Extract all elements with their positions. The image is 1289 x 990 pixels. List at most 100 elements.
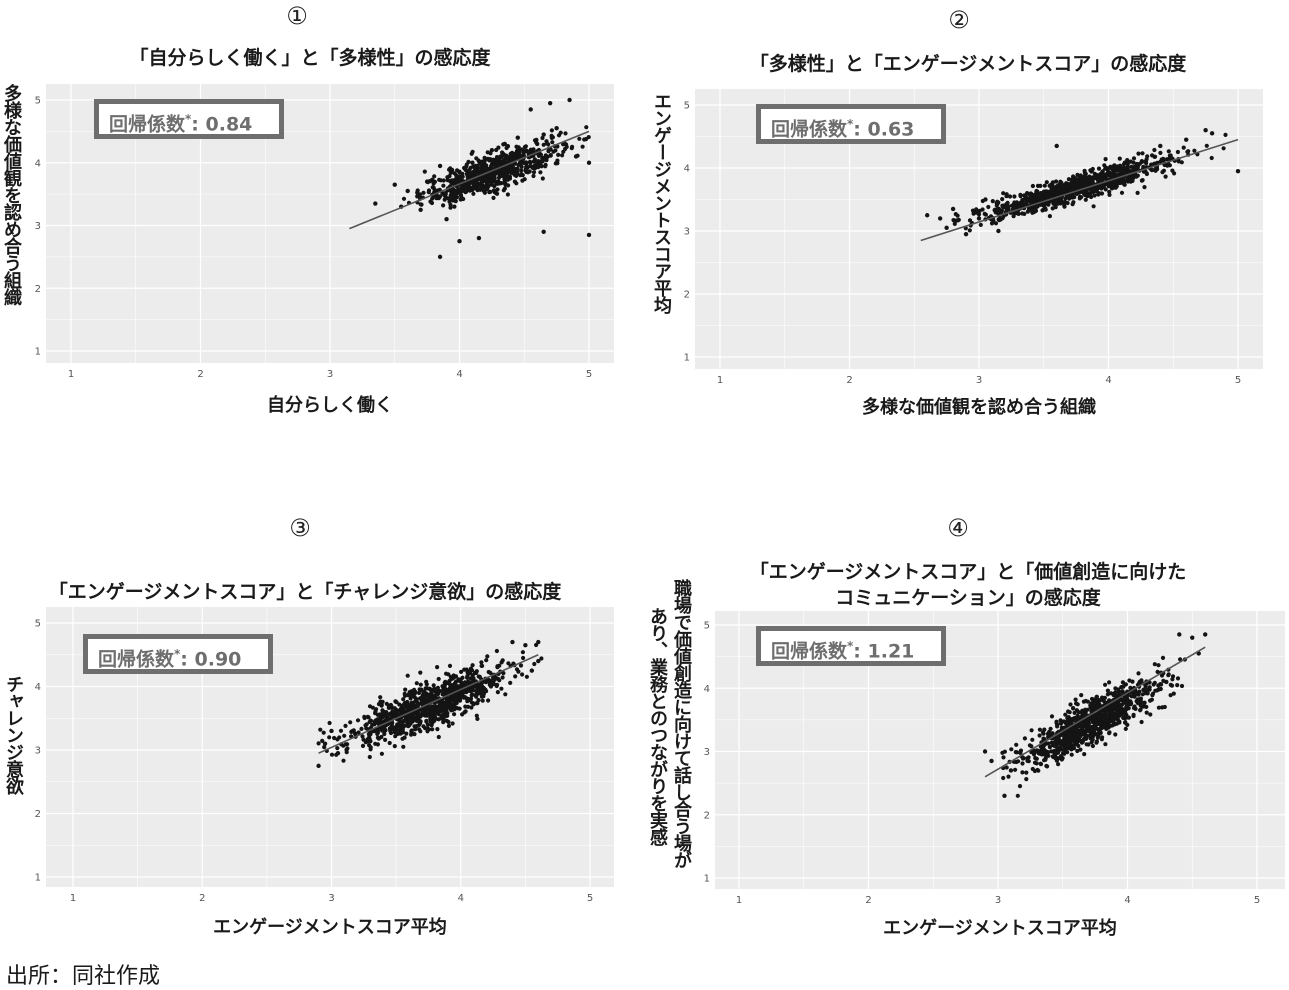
data-point bbox=[521, 160, 527, 165]
data-point bbox=[1114, 184, 1119, 189]
data-point bbox=[1101, 717, 1106, 722]
data-point bbox=[1085, 727, 1090, 733]
data-point bbox=[437, 254, 443, 260]
data-point bbox=[1151, 682, 1156, 687]
data-point bbox=[556, 152, 561, 157]
data-point bbox=[492, 158, 497, 163]
data-point bbox=[1033, 756, 1038, 761]
data-point bbox=[1104, 726, 1109, 731]
data-point bbox=[1002, 749, 1008, 754]
data-point bbox=[1038, 183, 1043, 188]
data-point bbox=[1035, 189, 1040, 194]
data-point bbox=[502, 180, 507, 185]
data-point bbox=[955, 218, 960, 223]
data-point bbox=[434, 196, 439, 201]
data-point bbox=[450, 198, 456, 203]
regression-coefficient-box: 回帰係数*: 0.84 bbox=[94, 99, 284, 139]
data-point bbox=[994, 209, 1000, 214]
data-point bbox=[1113, 704, 1118, 709]
data-point bbox=[1046, 741, 1051, 746]
data-point bbox=[1018, 192, 1023, 197]
data-point bbox=[531, 173, 536, 179]
data-point bbox=[1132, 694, 1137, 699]
data-point bbox=[556, 133, 562, 138]
data-point bbox=[1009, 747, 1014, 752]
coef-mark: * bbox=[185, 112, 192, 126]
y-tick-label: 3 bbox=[684, 227, 690, 238]
data-point bbox=[1142, 704, 1147, 709]
data-point bbox=[501, 188, 506, 193]
data-point bbox=[1006, 774, 1011, 779]
data-point bbox=[496, 145, 501, 150]
data-point bbox=[1168, 693, 1173, 698]
data-point bbox=[1192, 148, 1197, 153]
data-point bbox=[1069, 192, 1074, 198]
data-point bbox=[1085, 699, 1090, 704]
data-point bbox=[488, 173, 493, 178]
data-point bbox=[1112, 169, 1117, 174]
data-point bbox=[1091, 204, 1096, 209]
data-point bbox=[482, 155, 487, 160]
y-tick-label: 1 bbox=[684, 353, 690, 364]
data-point bbox=[464, 172, 469, 177]
data-point bbox=[1020, 770, 1025, 775]
data-point bbox=[1121, 177, 1126, 182]
data-point bbox=[469, 151, 474, 156]
x-tick-label: 4 bbox=[456, 369, 462, 380]
data-point bbox=[1112, 722, 1118, 727]
data-point bbox=[1158, 150, 1163, 155]
data-point bbox=[1053, 739, 1058, 744]
data-point bbox=[1123, 726, 1128, 732]
data-point bbox=[512, 179, 518, 184]
data-point bbox=[1221, 146, 1226, 151]
data-point bbox=[498, 172, 504, 177]
data-point bbox=[982, 749, 988, 754]
data-point bbox=[1136, 671, 1141, 676]
data-point bbox=[560, 153, 565, 158]
data-point bbox=[1078, 739, 1083, 744]
data-point bbox=[1139, 719, 1144, 725]
data-point bbox=[1082, 752, 1087, 757]
data-point bbox=[1117, 156, 1122, 161]
x-tick-label: 5 bbox=[1254, 895, 1260, 906]
data-point bbox=[541, 229, 546, 234]
data-point bbox=[448, 202, 453, 207]
data-point bbox=[1163, 174, 1168, 179]
data-point bbox=[1047, 183, 1052, 188]
data-point bbox=[531, 170, 537, 175]
data-point bbox=[1001, 203, 1007, 208]
data-point bbox=[1131, 690, 1136, 695]
data-point bbox=[1066, 177, 1071, 182]
data-point bbox=[473, 185, 478, 191]
data-point bbox=[1072, 710, 1077, 716]
data-point bbox=[1058, 718, 1063, 723]
data-point bbox=[1175, 683, 1180, 688]
x-tick-label: 3 bbox=[995, 895, 1001, 906]
data-point bbox=[577, 136, 582, 141]
data-point bbox=[1045, 764, 1050, 769]
chart-title: 「多様性」と「エンゲージメントスコア」の感応度 bbox=[749, 53, 1187, 75]
data-point bbox=[1103, 742, 1108, 747]
data-point bbox=[437, 163, 443, 169]
data-point bbox=[421, 190, 426, 195]
data-point bbox=[457, 169, 462, 175]
data-point bbox=[392, 182, 397, 187]
data-point bbox=[955, 213, 960, 218]
data-point bbox=[540, 135, 545, 141]
data-point bbox=[506, 168, 511, 173]
data-point bbox=[1161, 168, 1166, 173]
y-tick-label: 3 bbox=[35, 221, 41, 232]
data-point bbox=[446, 196, 451, 201]
data-point bbox=[534, 138, 539, 143]
data-point bbox=[1078, 747, 1083, 752]
data-point bbox=[1155, 669, 1160, 675]
data-point bbox=[974, 207, 979, 212]
data-point bbox=[1149, 697, 1154, 702]
data-point bbox=[1049, 714, 1055, 719]
data-point bbox=[489, 148, 495, 153]
data-point bbox=[1158, 686, 1163, 692]
data-point bbox=[564, 144, 569, 149]
data-point bbox=[1144, 171, 1149, 176]
data-point bbox=[1122, 699, 1127, 704]
